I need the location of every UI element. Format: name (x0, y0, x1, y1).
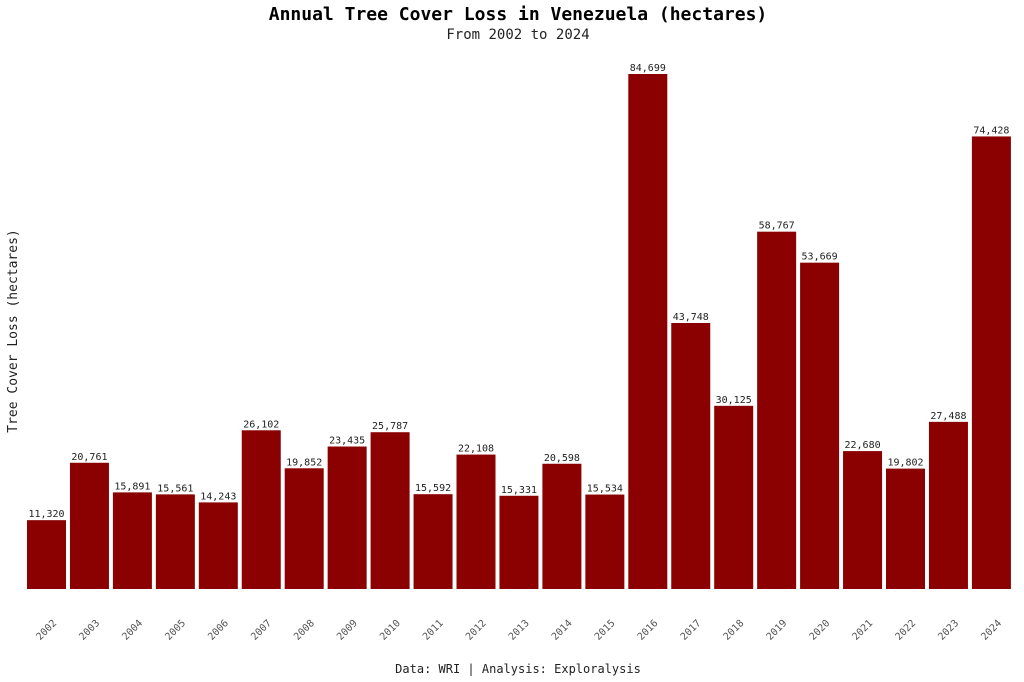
x-tick-label-2007: 2007 (249, 618, 274, 643)
x-tick-label-2024: 2024 (979, 618, 1004, 643)
bar-value-label-2017: 43,748 (673, 312, 709, 323)
x-tick-label-2022: 2022 (893, 618, 918, 643)
bar-value-label-2008: 19,852 (286, 457, 322, 468)
bar-2005 (155, 494, 195, 589)
x-tick-label-2016: 2016 (636, 618, 661, 643)
bar-2009 (327, 446, 367, 589)
x-tick-label-2005: 2005 (163, 618, 188, 643)
bar-2023 (928, 421, 968, 589)
bar-value-label-2003: 20,761 (71, 452, 107, 463)
x-tick-label-2004: 2004 (120, 618, 145, 643)
bar-value-label-2006: 14,243 (200, 491, 236, 502)
bar-value-label-2016: 84,699 (630, 63, 666, 74)
x-axis-tick-labels: 2002 2003 2004 2005 2006 2007 2008 2009 2010 2011… (34, 618, 1004, 643)
bar-2007 (241, 430, 281, 589)
bar-2002 (27, 520, 66, 589)
x-tick-label-2019: 2019 (765, 618, 790, 643)
x-tick-label-2006: 2006 (206, 618, 231, 643)
bar-value-label-2024: 74,428 (973, 125, 1009, 136)
bar-2016 (628, 74, 668, 589)
y-axis-label: Tree Cover Loss (hectares) (6, 229, 21, 433)
x-tick-label-2011: 2011 (421, 618, 446, 643)
x-tick-label-2020: 2020 (808, 618, 833, 643)
bar-value-label-2019: 58,767 (759, 221, 795, 232)
bar-value-label-2005: 15,561 (157, 483, 193, 494)
bars (27, 74, 1011, 589)
x-tick-label-2012: 2012 (464, 618, 489, 643)
chart-subtitle: From 2002 to 2024 (446, 27, 589, 43)
x-tick-label-2010: 2010 (378, 618, 403, 643)
x-tick-label-2002: 2002 (34, 618, 59, 643)
bar-value-label-2007: 26,102 (243, 419, 279, 430)
x-tick-label-2009: 2009 (335, 618, 360, 643)
x-tick-label-2017: 2017 (679, 618, 704, 643)
bar-2012 (456, 454, 496, 589)
bar-2014 (542, 463, 582, 589)
bar-2004 (112, 492, 152, 589)
bar-2024 (971, 136, 1011, 589)
bar-2019 (757, 231, 797, 589)
bar-2013 (499, 495, 539, 589)
bar-2003 (69, 462, 109, 589)
chart-caption: Data: WRI | Analysis: Exploralysis (395, 662, 641, 676)
bar-2010 (370, 432, 410, 589)
bar-value-label-2011: 15,592 (415, 483, 451, 494)
bar-2008 (284, 468, 324, 589)
x-tick-label-2008: 2008 (292, 618, 317, 643)
bar-value-label-2021: 22,680 (844, 440, 880, 451)
bar-value-label-2015: 15,534 (587, 484, 623, 495)
bar-2017 (671, 323, 711, 589)
bar-value-label-2004: 15,891 (114, 481, 150, 492)
x-tick-label-2021: 2021 (850, 618, 875, 643)
bar-2006 (198, 502, 238, 589)
bar-value-label-2020: 53,669 (802, 252, 838, 263)
bar-value-label-2014: 20,598 (544, 453, 580, 464)
chart-title: Annual Tree Cover Loss in Venezuela (hec… (269, 4, 768, 25)
bar-2018 (714, 405, 754, 589)
x-tick-label-2003: 2003 (77, 618, 102, 643)
bar-2011 (413, 494, 453, 589)
bar-value-label-2009: 23,435 (329, 436, 365, 447)
bar-value-label-2023: 27,488 (930, 411, 966, 422)
bar-value-label-2018: 30,125 (716, 395, 752, 406)
x-tick-label-2014: 2014 (550, 618, 575, 643)
bar-2015 (585, 494, 625, 589)
bar-value-label-2022: 19,802 (887, 458, 923, 469)
bar-2020 (800, 262, 840, 589)
bar-value-label-2013: 15,331 (501, 485, 537, 496)
x-tick-label-2015: 2015 (593, 618, 618, 643)
bar-2021 (843, 451, 883, 589)
bar-value-label-2012: 22,108 (458, 444, 494, 455)
bar-value-labels: 11,320 20,761 15,891 15,561 14,243 26,102 19,8… (28, 63, 1009, 520)
x-tick-label-2018: 2018 (722, 618, 747, 643)
bar-value-label-2010: 25,787 (372, 421, 408, 432)
x-tick-label-2023: 2023 (936, 618, 961, 643)
bar-value-label-2002: 11,320 (28, 509, 64, 520)
x-tick-label-2013: 2013 (507, 618, 532, 643)
bar-2022 (886, 468, 925, 589)
